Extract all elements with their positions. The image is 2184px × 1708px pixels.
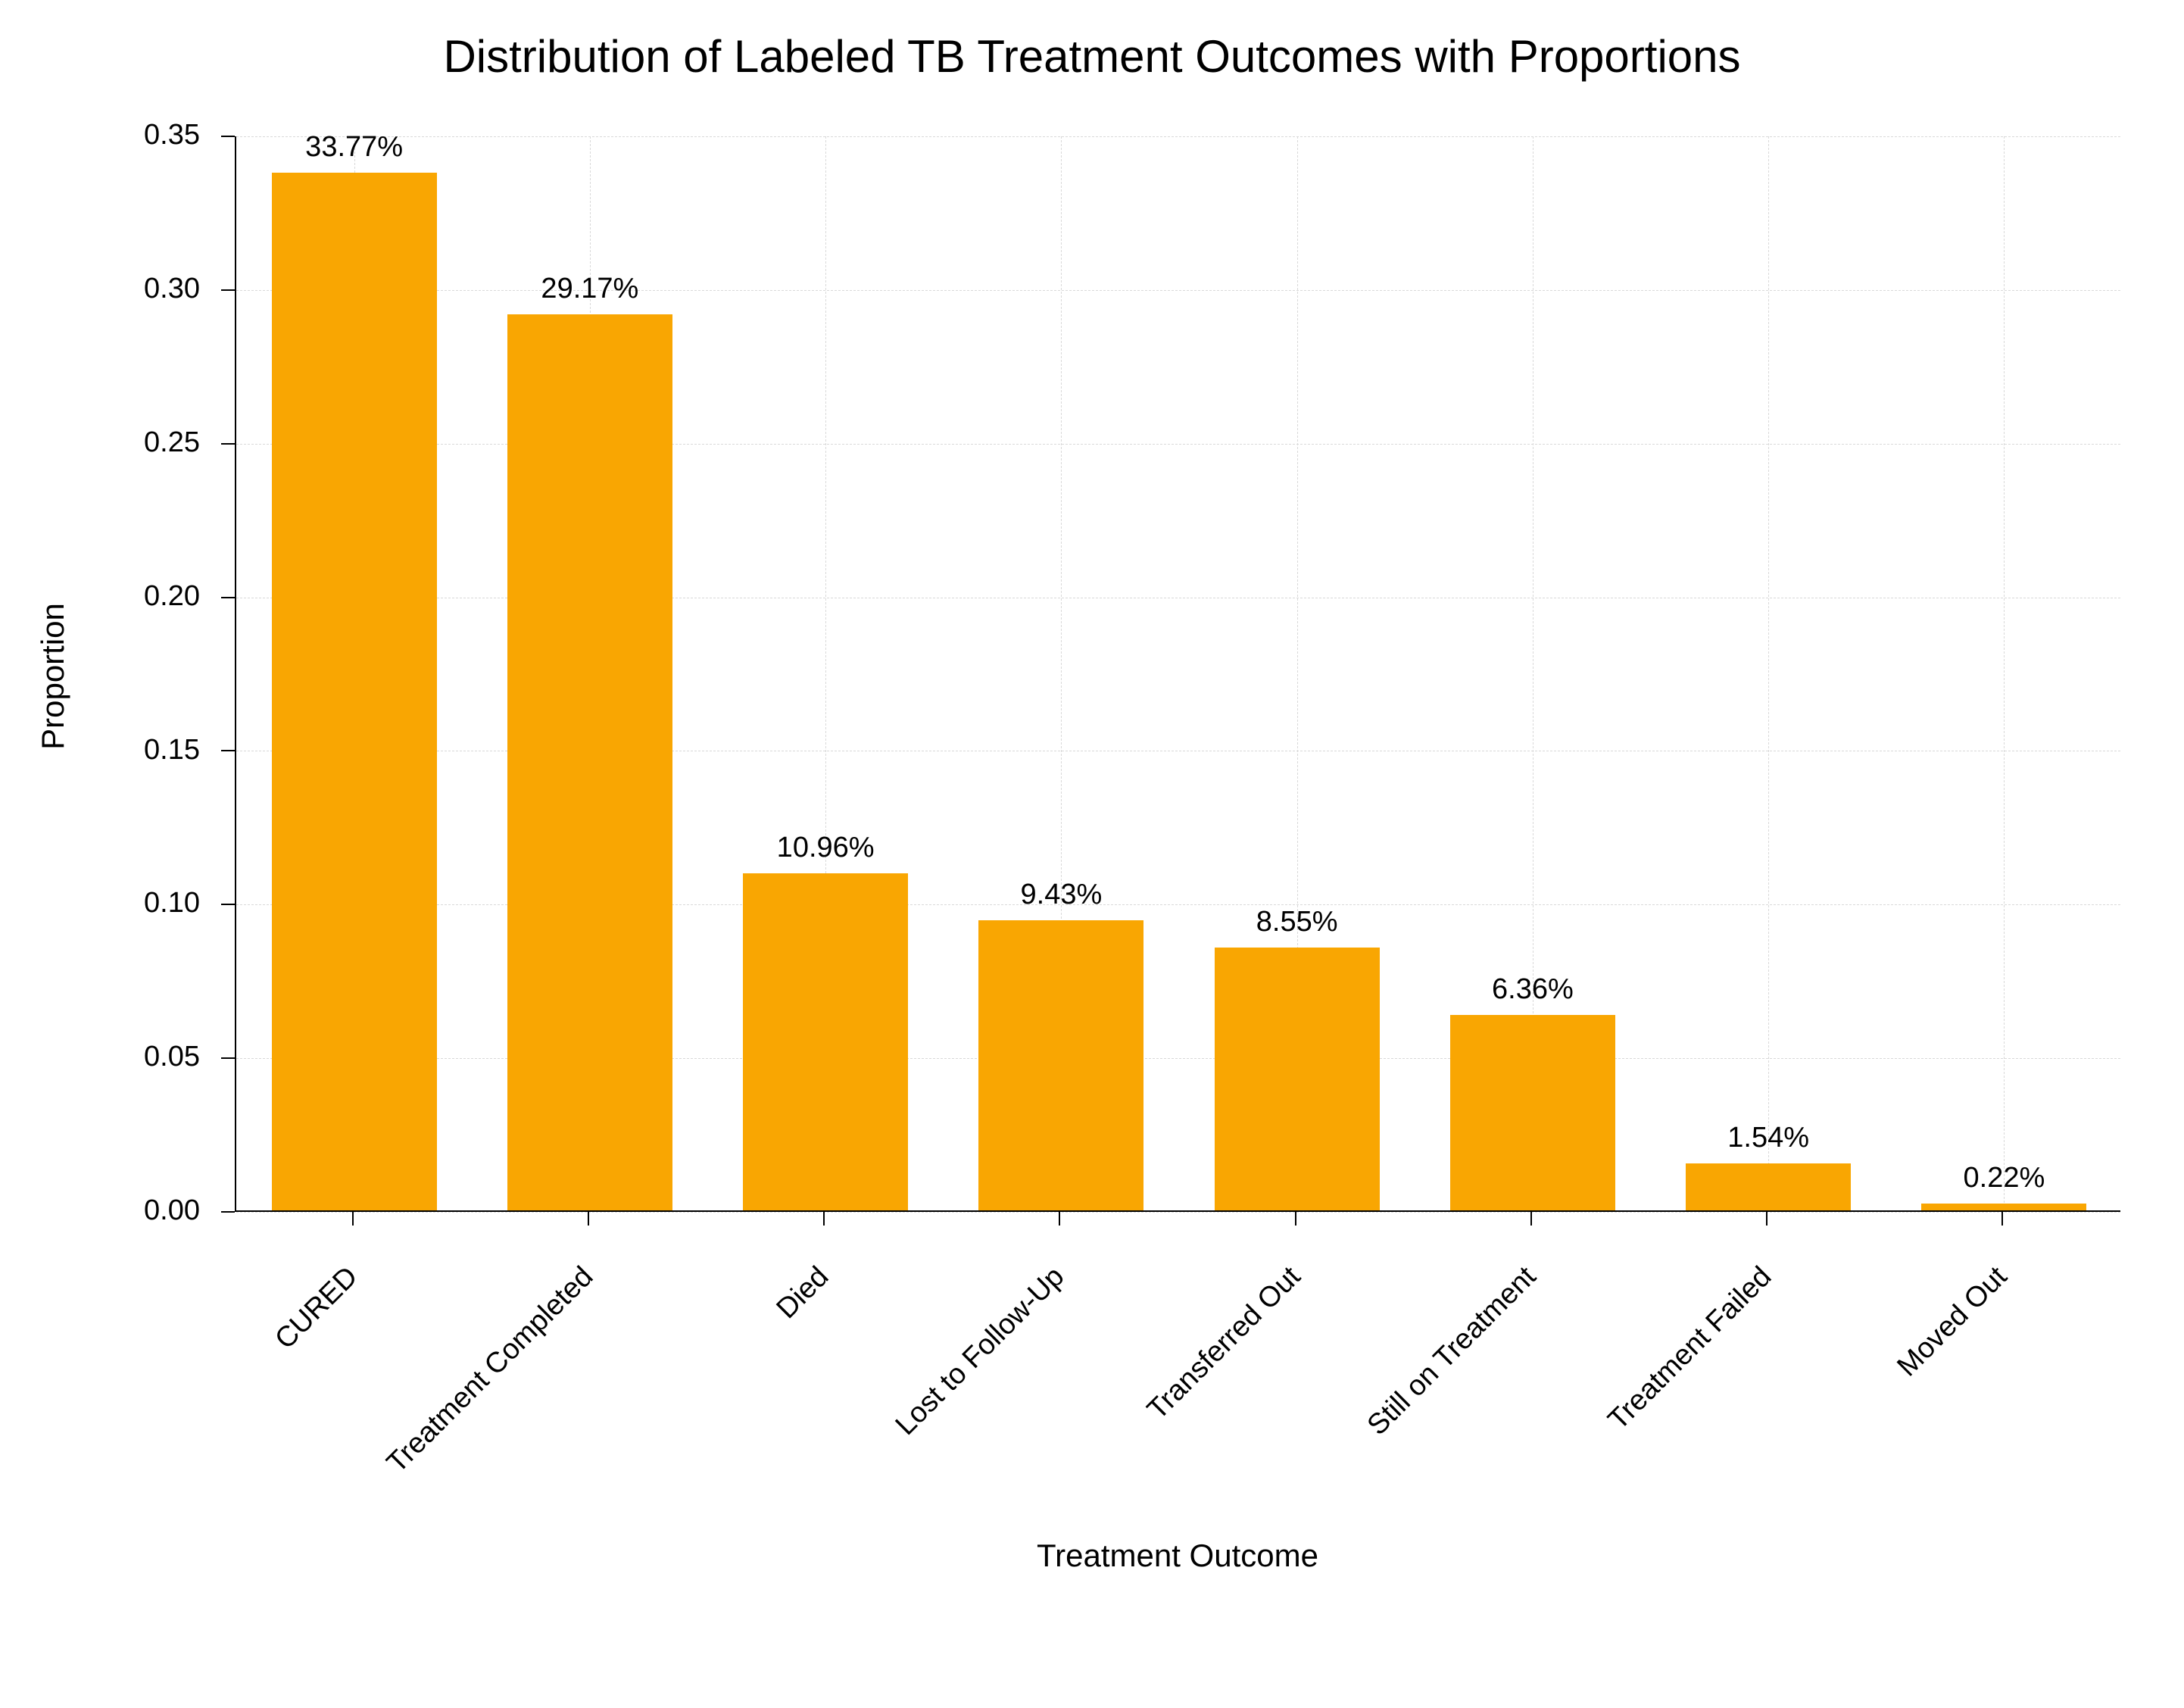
y-tick-mark xyxy=(221,443,235,445)
chart-title: Distribution of Labeled TB Treatment Out… xyxy=(0,30,2184,83)
bar-value-label: 8.55% xyxy=(1256,906,1338,938)
y-axis-label: Proportion xyxy=(35,139,71,1214)
bar xyxy=(507,314,672,1210)
x-tick-label: Transferred Out xyxy=(909,1260,1306,1658)
bar xyxy=(1215,948,1380,1210)
bar-value-label: 29.17% xyxy=(541,273,638,305)
y-tick-label: 0.00 xyxy=(86,1194,200,1227)
y-tick-mark xyxy=(221,289,235,291)
y-tick-label: 0.05 xyxy=(86,1041,200,1073)
x-tick-mark xyxy=(1295,1212,1296,1226)
x-tick-mark xyxy=(823,1212,825,1226)
x-tick-mark xyxy=(2001,1212,2003,1226)
bar xyxy=(1921,1204,2086,1210)
x-tick-mark xyxy=(1766,1212,1767,1226)
bar-value-label: 0.22% xyxy=(1964,1162,2045,1194)
bar-value-label: 10.96% xyxy=(777,832,875,864)
bar xyxy=(272,173,437,1210)
x-tick-label: Lost to Follow-Up xyxy=(673,1260,1071,1658)
y-tick-label: 0.10 xyxy=(86,887,200,920)
x-tick-mark xyxy=(352,1212,354,1226)
bar-value-label: 33.77% xyxy=(305,131,403,164)
chart-figure: Distribution of Labeled TB Treatment Out… xyxy=(0,0,2184,1708)
bar xyxy=(978,920,1143,1210)
x-tick-label: Died xyxy=(438,1260,835,1658)
gridline-horizontal xyxy=(236,136,2120,137)
y-tick-mark xyxy=(221,1057,235,1059)
x-tick-mark xyxy=(1059,1212,1060,1226)
y-tick-mark xyxy=(221,136,235,137)
bar-value-label: 1.54% xyxy=(1727,1122,1809,1154)
y-tick-label: 0.20 xyxy=(86,580,200,613)
gridline-horizontal xyxy=(236,290,2120,291)
bar-value-label: 9.43% xyxy=(1021,879,1103,911)
y-tick-label: 0.15 xyxy=(86,734,200,767)
x-tick-label: CURED xyxy=(0,1260,364,1658)
bar xyxy=(1686,1163,1851,1210)
y-tick-mark xyxy=(221,750,235,751)
y-tick-label: 0.30 xyxy=(86,273,200,305)
y-tick-mark xyxy=(221,904,235,905)
y-tick-label: 0.25 xyxy=(86,426,200,459)
x-tick-mark xyxy=(588,1212,589,1226)
x-tick-label: Treatment Completed xyxy=(202,1260,600,1658)
x-tick-label: Treatment Failed xyxy=(1381,1260,1778,1658)
y-tick-mark xyxy=(221,1211,235,1213)
gridline-vertical xyxy=(1768,136,1769,1210)
y-tick-mark xyxy=(221,597,235,598)
x-tick-mark xyxy=(1530,1212,1532,1226)
bar xyxy=(1450,1015,1615,1210)
x-tick-label: Moved Out xyxy=(1616,1260,2014,1658)
x-tick-label: Still on Treatment xyxy=(1145,1260,1543,1658)
bar xyxy=(743,873,908,1210)
gridline-horizontal xyxy=(236,1212,2120,1213)
bar-value-label: 6.36% xyxy=(1492,973,1574,1006)
plot-area: 33.77%29.17%10.96%9.43%8.55%6.36%1.54%0.… xyxy=(235,136,2120,1212)
y-tick-label: 0.35 xyxy=(86,119,200,151)
gridline-vertical xyxy=(2004,136,2005,1210)
